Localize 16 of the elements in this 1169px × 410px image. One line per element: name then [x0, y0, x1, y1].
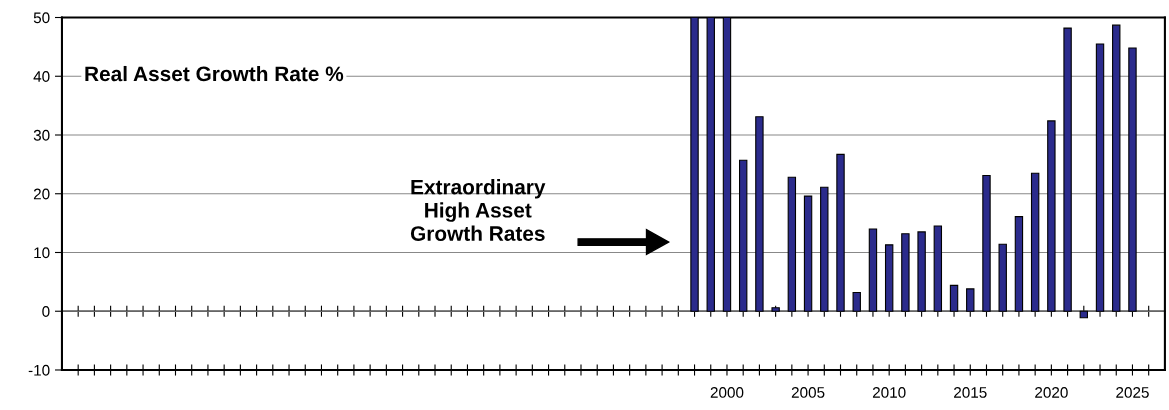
bar [1079, 310, 1089, 319]
y-tick-label: 20 [33, 188, 50, 200]
x-tick-label: 2005 [791, 387, 825, 398]
y-tick-label: -10 [28, 364, 50, 376]
x-tick-label: 2020 [1035, 387, 1068, 398]
x-tick-label: 2015 [954, 387, 987, 398]
y-tick-label: 30 [33, 129, 50, 141]
y-tick-label: 50 [33, 12, 50, 24]
annotation: Real Asset Growth Rate % [85, 65, 344, 82]
y-tick-label: 0 [42, 306, 50, 317]
y-tick-label: 10 [34, 247, 50, 259]
annotation: Extraordinary High Asset Growth Rates [410, 179, 546, 241]
y-tick-label: 40 [33, 71, 50, 82]
x-tick-label: 2010 [872, 387, 906, 398]
x-tick-label: 2025 [1116, 387, 1149, 398]
x-tick-label: 2000 [710, 387, 744, 398]
